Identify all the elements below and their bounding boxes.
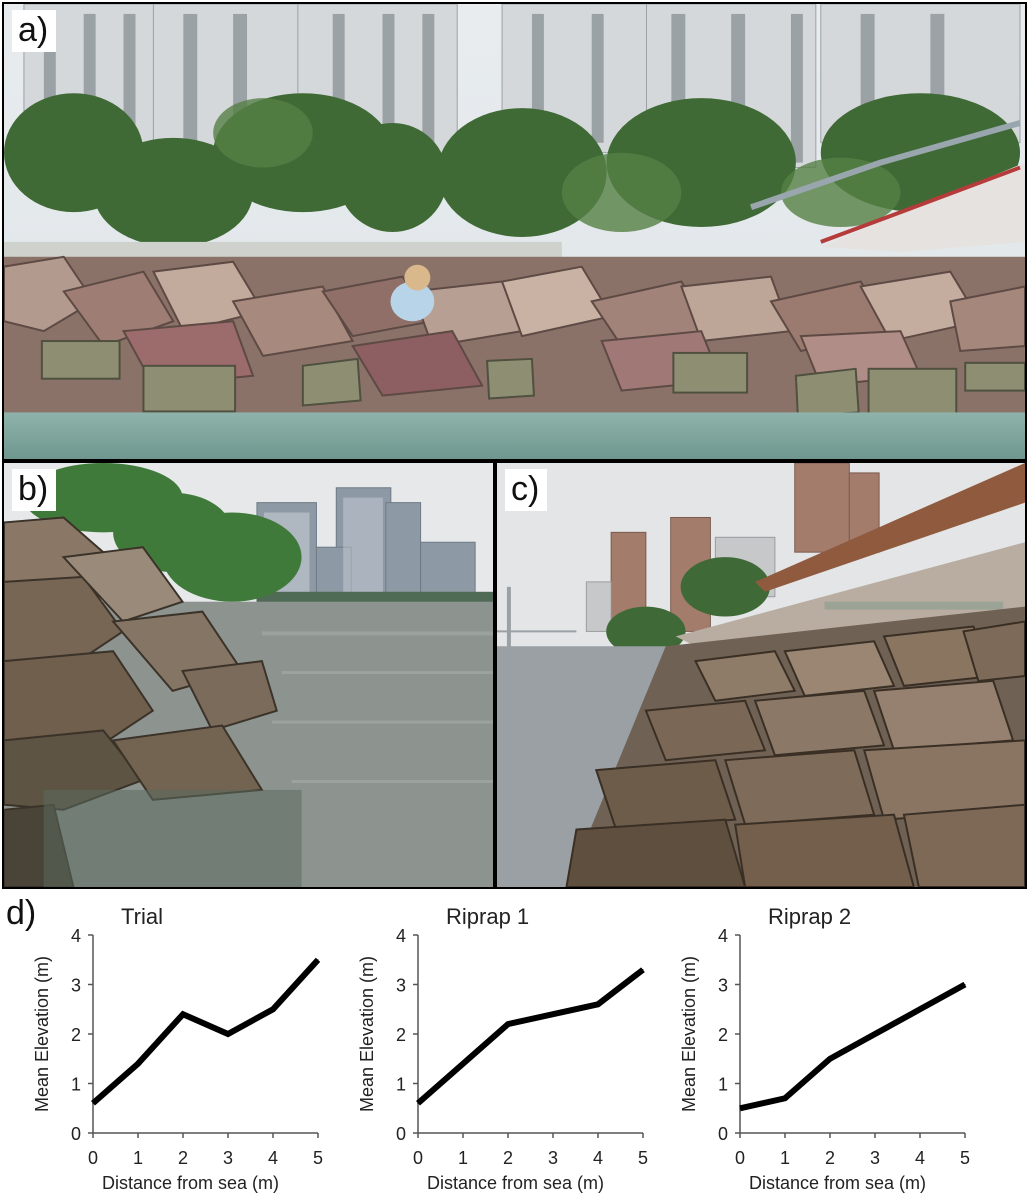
data-point bbox=[784, 1097, 786, 1099]
seawall-photo-illustration bbox=[4, 4, 1025, 459]
data-point bbox=[92, 1102, 94, 1104]
panel-d-label: d) bbox=[6, 894, 37, 932]
y-tick-label: 4 bbox=[396, 926, 406, 946]
riprap-harbour-photo-illustration bbox=[4, 463, 493, 887]
y-tick-label: 3 bbox=[71, 976, 81, 996]
x-tick-label: 0 bbox=[413, 1148, 423, 1168]
photo-riprap-slope: c) bbox=[495, 461, 1027, 889]
data-point bbox=[272, 1008, 274, 1010]
chart-riprap-2: Riprap 2 0 1 2 3 4 0 1 2 3 4 5 Distance from sea (m)… bbox=[655, 900, 985, 1200]
y-tick-label: 0 bbox=[396, 1124, 406, 1144]
x-tick-label: 3 bbox=[870, 1148, 880, 1168]
x-tick-label: 4 bbox=[915, 1148, 925, 1168]
y-tick-label: 0 bbox=[718, 1124, 728, 1144]
y-tick-label: 2 bbox=[396, 1025, 406, 1045]
x-tick-label: 5 bbox=[313, 1148, 323, 1168]
series-line bbox=[416, 967, 645, 1106]
y-tick-label: 4 bbox=[71, 926, 81, 946]
chart-trial: Trial 0 1 2 3 4 0 1 2 3 4 5 Distance from sea (m) Mea… bbox=[8, 900, 338, 1200]
y-tick-label: 1 bbox=[71, 1075, 81, 1095]
chart-title: Riprap 2 bbox=[768, 904, 851, 929]
data-point bbox=[507, 1023, 509, 1025]
data-point bbox=[919, 1008, 921, 1010]
chart-title: Trial bbox=[121, 904, 163, 929]
x-axis-label: Distance from sea (m) bbox=[102, 1173, 279, 1193]
y-tick-label: 1 bbox=[396, 1075, 406, 1095]
panel-b-label: b) bbox=[12, 469, 57, 511]
chart-svg: Riprap 2 0 1 2 3 4 0 1 2 3 4 5 Distance from sea (m)… bbox=[679, 904, 970, 1193]
data-point bbox=[317, 959, 319, 961]
data-point bbox=[182, 1013, 184, 1015]
x-tick-label: 0 bbox=[88, 1148, 98, 1168]
chart-svg: Riprap 1 0 1 2 3 4 0 1 2 3 4 5 Distance from sea (m)… bbox=[357, 904, 648, 1193]
y-axis-label: Mean Elevation (m) bbox=[357, 956, 377, 1112]
x-tick-label: 1 bbox=[458, 1148, 468, 1168]
data-point bbox=[964, 984, 966, 985]
x-tick-label: 3 bbox=[223, 1148, 233, 1168]
y-tick-label: 3 bbox=[396, 976, 406, 996]
x-tick-label: 3 bbox=[548, 1148, 558, 1168]
data-point bbox=[227, 1033, 229, 1035]
y-tick-label: 1 bbox=[718, 1075, 728, 1095]
chart-title: Riprap 1 bbox=[446, 904, 529, 929]
data-point bbox=[874, 1033, 876, 1035]
x-tick-label: 5 bbox=[638, 1148, 648, 1168]
photo-riprap-harbour: b) bbox=[2, 461, 495, 889]
photo-seawall-tiles: a) bbox=[2, 2, 1027, 461]
y-axis-label: Mean Elevation (m) bbox=[32, 956, 52, 1112]
x-tick-label: 5 bbox=[960, 1148, 970, 1168]
data-point bbox=[597, 1003, 599, 1005]
data-point bbox=[552, 1013, 554, 1015]
chart-svg: Trial 0 1 2 3 4 0 1 2 3 4 5 Distance from sea (m) Mea… bbox=[32, 904, 323, 1193]
riprap-slope-photo-illustration bbox=[497, 463, 1025, 887]
series-line bbox=[739, 981, 967, 1112]
data-point bbox=[462, 1063, 464, 1065]
chart-riprap-1: Riprap 1 0 1 2 3 4 0 1 2 3 4 5 Distance from sea (m)… bbox=[333, 900, 663, 1200]
x-tick-label: 1 bbox=[780, 1148, 790, 1168]
y-tick-label: 0 bbox=[71, 1124, 81, 1144]
x-axis-label: Distance from sea (m) bbox=[427, 1173, 604, 1193]
panel-c-label: c) bbox=[505, 469, 548, 511]
y-tick-label: 2 bbox=[71, 1025, 81, 1045]
data-point bbox=[137, 1063, 139, 1065]
x-tick-label: 4 bbox=[593, 1148, 603, 1168]
data-point bbox=[739, 1107, 741, 1109]
y-tick-label: 3 bbox=[718, 976, 728, 996]
x-tick-label: 0 bbox=[735, 1148, 745, 1168]
data-point bbox=[417, 1102, 419, 1104]
data-point bbox=[642, 969, 644, 971]
y-axis-label: Mean Elevation (m) bbox=[679, 956, 699, 1112]
x-tick-label: 4 bbox=[268, 1148, 278, 1168]
data-point bbox=[829, 1058, 831, 1060]
series-line bbox=[91, 957, 321, 1106]
x-axis-label: Distance from sea (m) bbox=[749, 1173, 926, 1193]
y-tick-label: 2 bbox=[718, 1025, 728, 1045]
x-tick-label: 2 bbox=[825, 1148, 835, 1168]
x-tick-label: 2 bbox=[178, 1148, 188, 1168]
x-tick-label: 1 bbox=[133, 1148, 143, 1168]
x-tick-label: 2 bbox=[503, 1148, 513, 1168]
y-tick-label: 4 bbox=[718, 926, 728, 946]
panel-a-label: a) bbox=[12, 10, 57, 52]
